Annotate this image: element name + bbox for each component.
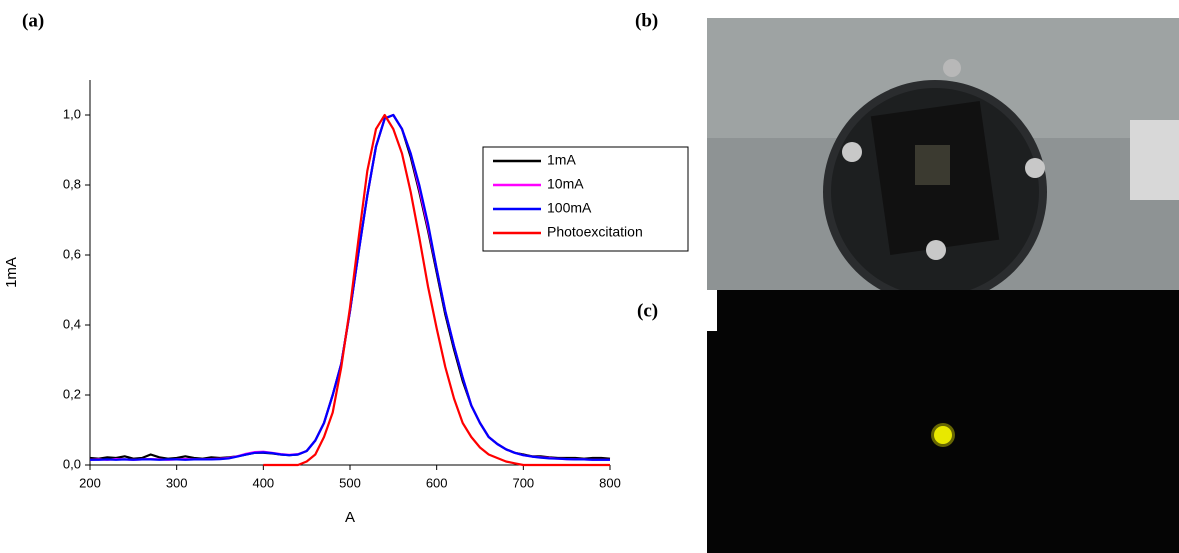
y-tick-label: 0,2 bbox=[63, 386, 81, 401]
y-tick-label: 1,0 bbox=[63, 106, 81, 121]
x-tick-label: 500 bbox=[339, 475, 361, 490]
x-tick-label: 200 bbox=[79, 475, 101, 490]
chart: 0,0 0,2 0,4 0,6 0,8 1,0 200 300 400 500 600 700 800 A… bbox=[3, 80, 689, 526]
legend-label: Photoexcitation bbox=[547, 224, 643, 240]
y-tick-label: 0,0 bbox=[63, 456, 81, 471]
y-tick-label: 0,8 bbox=[63, 176, 81, 191]
y-tick-label: 0,4 bbox=[63, 316, 81, 331]
x-tick-label: 400 bbox=[252, 475, 274, 490]
x-tick-label: 700 bbox=[512, 475, 534, 490]
panel-label: (b) bbox=[635, 10, 658, 31]
x-tick-label: 600 bbox=[426, 475, 448, 490]
x-tick-label: 800 bbox=[599, 475, 621, 490]
panel-label: (a) bbox=[22, 10, 44, 31]
panel-label: (c) bbox=[637, 300, 658, 321]
x-tick-label: 300 bbox=[166, 475, 188, 490]
photo-device bbox=[707, 18, 1179, 304]
x-axis-label: A bbox=[345, 509, 355, 526]
y-tick-label: 0,6 bbox=[63, 246, 81, 261]
legend-label: 100mA bbox=[547, 200, 592, 216]
series-line bbox=[263, 113, 610, 467]
y-axis-label: 1mA bbox=[3, 257, 20, 288]
legend-label: 10mA bbox=[547, 176, 584, 192]
photo-emission bbox=[707, 290, 1179, 553]
legend-label: 1mA bbox=[547, 152, 576, 168]
